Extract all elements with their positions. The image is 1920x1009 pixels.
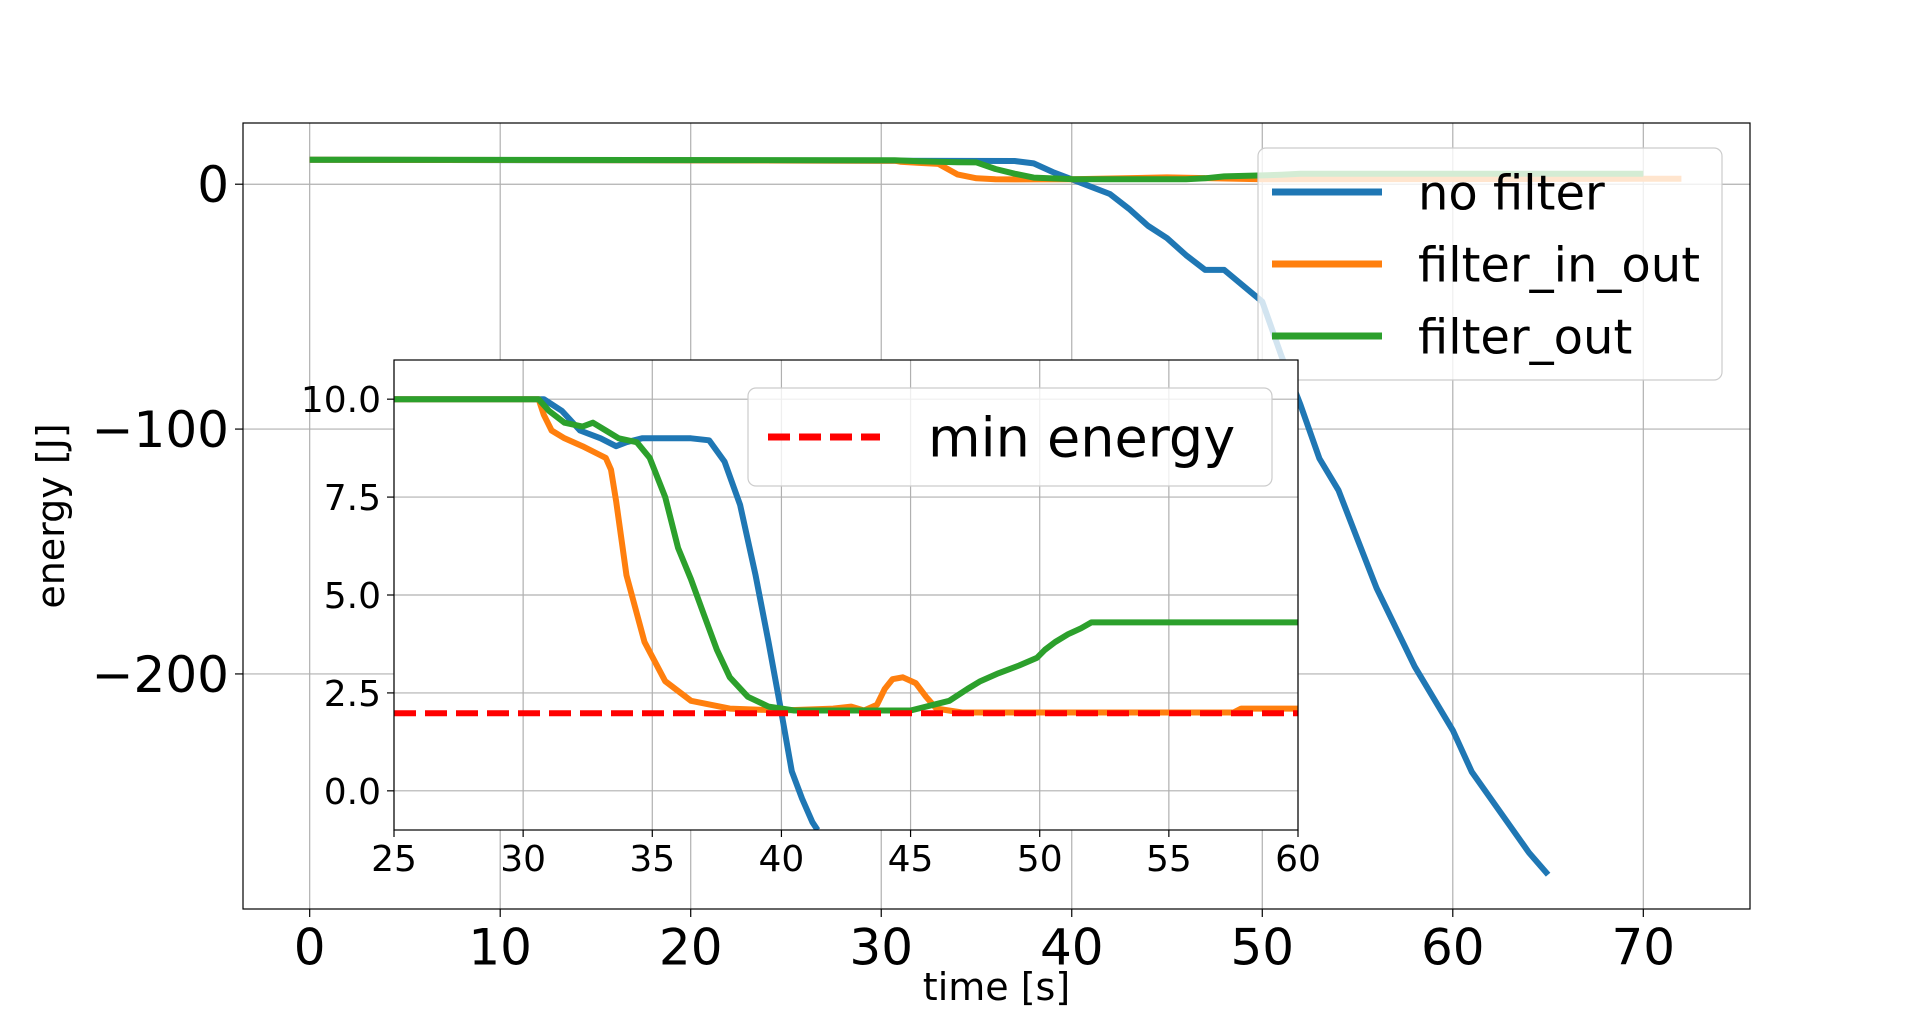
inset-y-tick-label: 2.5 <box>324 674 381 715</box>
main-x-tick-label: 40 <box>1040 919 1104 977</box>
main-y-tick-label: 0 <box>197 156 229 214</box>
inset-series-group <box>394 396 1298 830</box>
inset-x-tick-label: 40 <box>759 839 805 880</box>
inset-legend: min energy <box>747 387 1273 487</box>
main-legend-frame <box>1257 147 1723 381</box>
main-x-tick-label: 0 <box>294 919 326 977</box>
main-frame <box>242 122 1751 910</box>
main-x-tick-label: 50 <box>1230 919 1294 977</box>
main-legend-label-filter-out: filter_out <box>1418 309 1632 365</box>
main-legend-label-no-filter: no filter <box>1418 165 1605 221</box>
main-x-tick-label: 60 <box>1421 919 1485 977</box>
inset-series-no-filter <box>394 396 821 830</box>
main-legend: no filter filter_in_out filter_out <box>1257 147 1723 381</box>
inset-y-tick-label: 5.0 <box>324 576 381 617</box>
inset-legend-label-min-energy: min energy <box>928 406 1235 469</box>
main-y-tick-label: −100 <box>92 401 229 459</box>
inset-y-tick-label: 7.5 <box>324 478 381 519</box>
inset-x-tick-label: 25 <box>371 839 417 880</box>
inset-x-tick-label: 35 <box>629 839 675 880</box>
main-y-axis-label: energy [J] <box>29 423 73 608</box>
main-x-tick-label: 10 <box>468 919 532 977</box>
inset-x-tick-label: 50 <box>1017 839 1063 880</box>
inset-legend-frame <box>747 387 1273 487</box>
inset-y-tick-label: 10.0 <box>301 380 381 421</box>
main-x-axis-label: time [s] <box>923 965 1070 1009</box>
inset-x-tick-label: 30 <box>500 839 546 880</box>
main-x-tick-label: 20 <box>659 919 723 977</box>
main-x-tick-label: 70 <box>1611 919 1675 977</box>
inset-y-tick-label: 0.0 <box>324 772 381 813</box>
inset-x-tick-label: 45 <box>888 839 934 880</box>
inset-x-tick-label: 55 <box>1146 839 1192 880</box>
main-y-tick-label: −200 <box>92 646 229 704</box>
main-legend-label-filter-in-out: filter_in_out <box>1418 237 1700 293</box>
main-x-tick-label: 30 <box>849 919 913 977</box>
inset-series-filter-out <box>394 396 1298 714</box>
inset-x-tick-label: 60 <box>1275 839 1321 880</box>
